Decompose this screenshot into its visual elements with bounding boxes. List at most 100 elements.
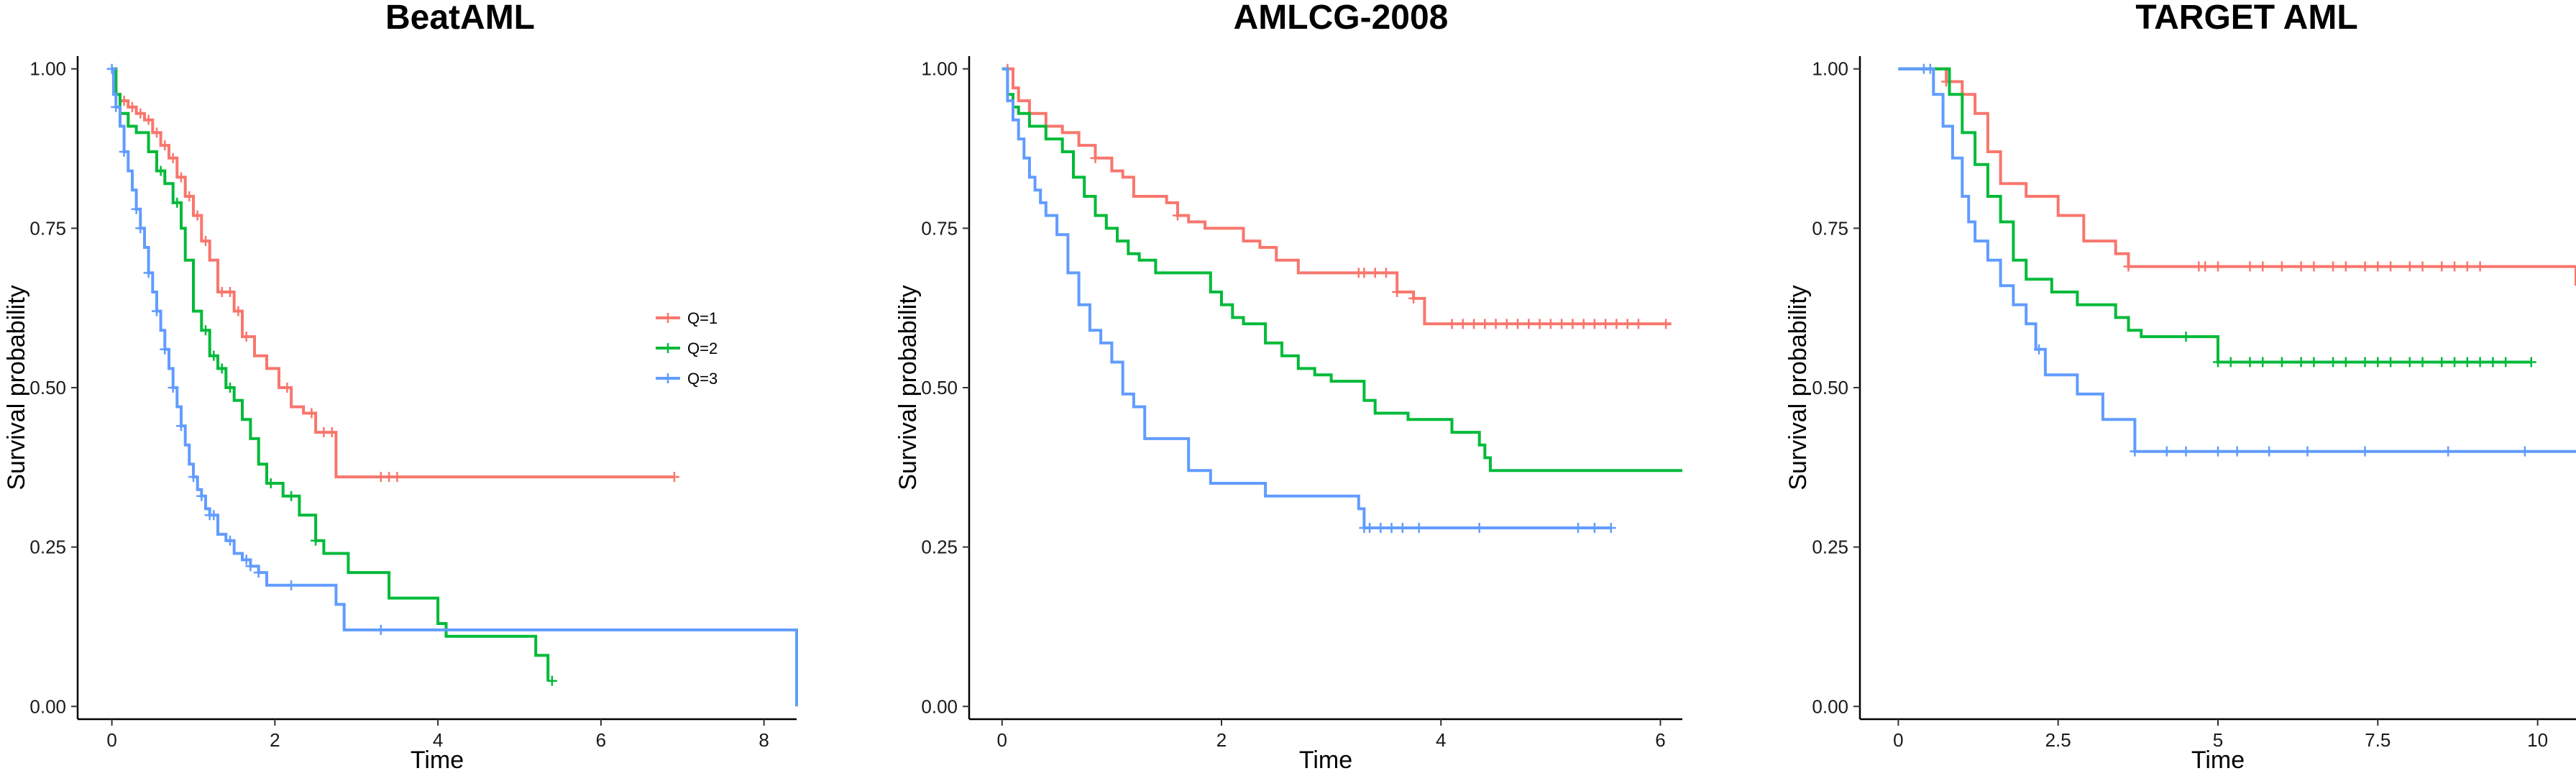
censor-mark (2276, 357, 2287, 368)
censor-mark (1534, 319, 1545, 329)
censor-mark (282, 383, 293, 393)
censor-mark (143, 268, 154, 278)
x-tick-label: 8 (758, 729, 769, 751)
legend-censor-glyph (663, 343, 673, 353)
censor-mark (245, 561, 256, 572)
censor-mark (2245, 261, 2255, 272)
censor-mark (2519, 446, 2530, 457)
censor-mark (1375, 523, 1386, 534)
censor-mark (175, 172, 186, 183)
legend-label: Q=2 (687, 339, 718, 357)
y-tick-label: 0.50 (1812, 377, 1848, 398)
censor-mark (253, 567, 264, 578)
censor-mark (2258, 261, 2268, 272)
censor-mark (2309, 261, 2319, 272)
censor-mark (1661, 319, 1672, 329)
y-tick-label: 0.50 (29, 377, 66, 398)
censor-mark (201, 236, 211, 247)
y-tick-label: 0.00 (921, 695, 958, 717)
y-tick-label: 0.50 (921, 377, 958, 398)
censor-mark (2309, 357, 2319, 368)
censor-mark (192, 210, 203, 221)
censor-mark (106, 63, 117, 74)
censor-mark (2404, 357, 2415, 368)
censor-mark (1480, 319, 1490, 329)
censor-mark (1469, 319, 1480, 329)
censor-mark (1501, 319, 1512, 329)
censor-mark (1457, 319, 1468, 329)
censor-mark (172, 197, 183, 208)
censor-mark (111, 101, 122, 112)
legend: Q=1 Q=2 Q=3 (656, 309, 718, 388)
km-curve-Q3 (111, 67, 798, 707)
censor-mark (160, 140, 170, 151)
y-tick-label: 0.25 (921, 537, 958, 558)
censor-mark (2449, 261, 2460, 272)
censor-mark (2296, 261, 2306, 272)
censor-mark (2296, 357, 2306, 368)
y-tick-label: 0.00 (29, 695, 66, 717)
censor-mark (2475, 261, 2485, 272)
censor-mark (265, 478, 276, 488)
censor-mark (201, 325, 211, 336)
censor-mark (188, 472, 198, 483)
y-tick-label: 0.75 (29, 217, 66, 239)
x-tick-label: 4 (433, 729, 443, 751)
censor-mark (2181, 446, 2191, 457)
x-tick-label: 0 (1893, 729, 1903, 751)
km-curve-Q1 (111, 67, 674, 479)
censor-mark (2373, 261, 2383, 272)
x-tick-label: 7.5 (2365, 729, 2391, 751)
censor-mark (2437, 261, 2447, 272)
censor-mark (2360, 261, 2370, 272)
censor-mark (2475, 357, 2485, 368)
censor-mark (131, 204, 142, 214)
censor-mark (2264, 446, 2275, 457)
x-tick-label: 6 (1655, 729, 1665, 751)
censor-mark (184, 191, 195, 202)
km-curve-Q3 (1898, 67, 2576, 453)
censor-mark (2488, 357, 2498, 368)
censor-mark (1490, 319, 1501, 329)
x-tick-label: 0 (997, 729, 1007, 751)
km-curve-Q1 (1898, 67, 2576, 286)
censor-mark (1589, 523, 1600, 534)
censor-mark (1386, 523, 1397, 534)
y-tick-label: 0.25 (1812, 537, 1848, 558)
y-tick-label: 0.75 (1812, 217, 1848, 239)
y-axis-label: Survival probability (3, 285, 30, 490)
censor-mark (1380, 268, 1391, 278)
censor-mark (2340, 357, 2351, 368)
censor-mark (225, 287, 236, 298)
x-axis-label: Time (411, 747, 464, 772)
legend-label: Q=3 (687, 370, 718, 388)
censor-mark (2328, 261, 2339, 272)
x-axis-label: Time (1299, 747, 1352, 772)
censor-mark (1925, 63, 1935, 74)
km-curve-Q3 (1001, 67, 1611, 529)
y-tick-label: 1.00 (1812, 58, 1848, 80)
censor-mark (127, 101, 137, 112)
y-axis-label: Survival probability (1784, 285, 1812, 490)
censor-mark (151, 306, 162, 316)
censor-mark (1172, 210, 1183, 221)
censor-mark (216, 363, 227, 374)
censor-mark (375, 624, 386, 635)
x-tick-label: 2 (1216, 729, 1227, 751)
censor-mark (135, 223, 146, 234)
censor-mark (2328, 357, 2339, 368)
legend-censor-glyph (663, 313, 673, 323)
censor-mark (2161, 446, 2172, 457)
censor-mark (1365, 523, 1375, 534)
censor-mark (241, 554, 252, 565)
censor-mark (1370, 268, 1380, 278)
censor-mark (1622, 319, 1633, 329)
censor-mark (2258, 357, 2268, 368)
censor-mark (168, 152, 178, 163)
panel-title: AMLCG-2008 (1234, 0, 1449, 37)
censor-mark (546, 675, 557, 686)
censor-mark (2213, 357, 2223, 368)
x-tick-label: 0 (106, 729, 116, 751)
censor-mark (2245, 357, 2255, 368)
